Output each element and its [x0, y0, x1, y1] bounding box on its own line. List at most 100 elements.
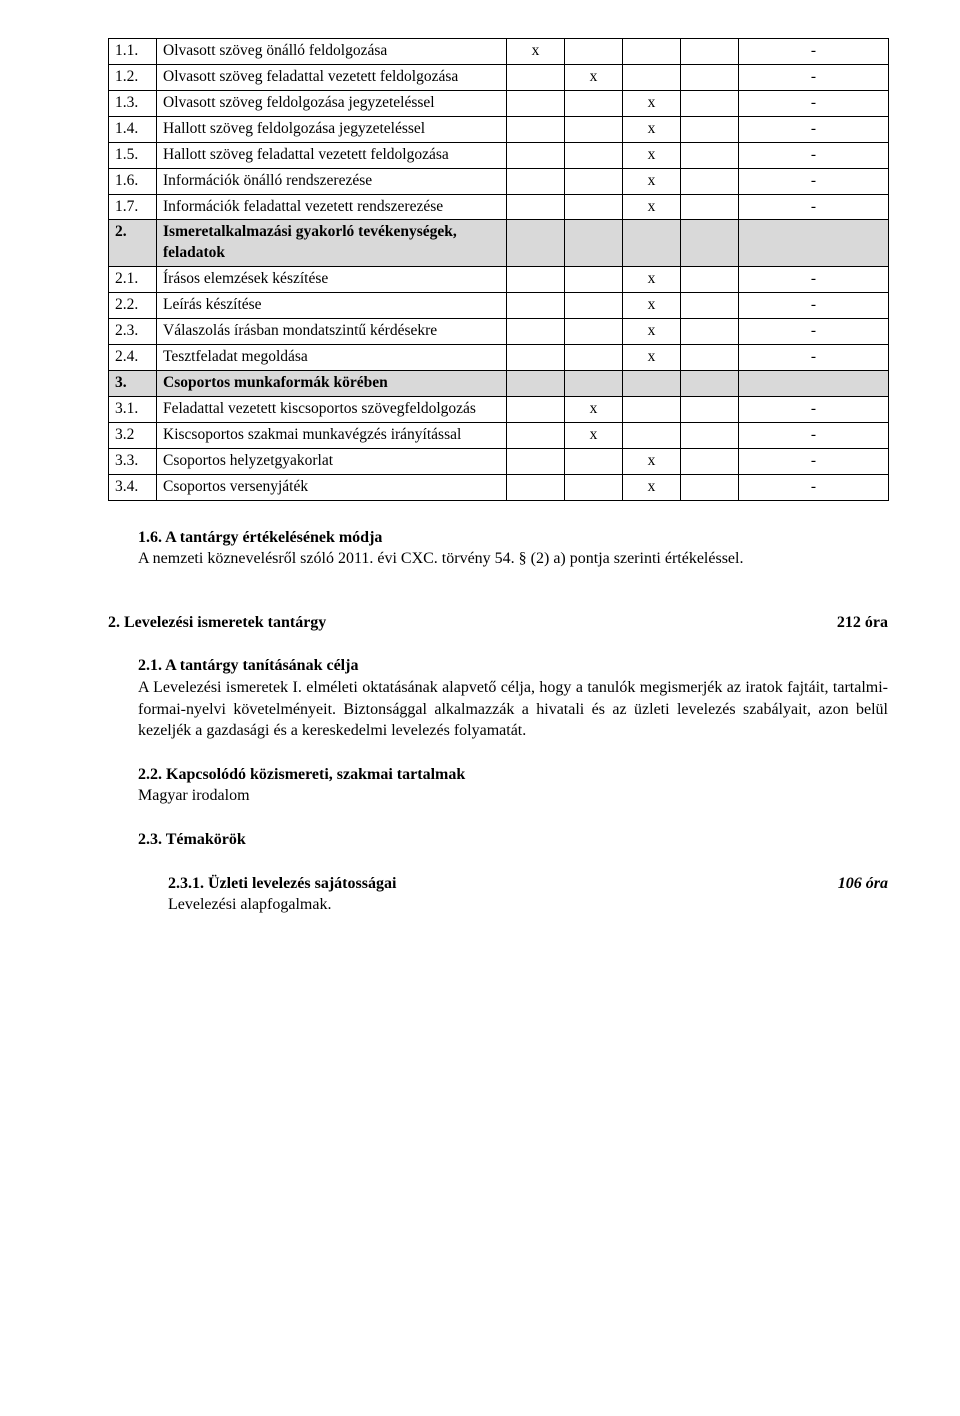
activities-table: 1.1.Olvasott szöveg önálló feldolgozásax…	[108, 38, 889, 501]
section-2-3-1-heading: 2.3.1. Üzleti levelezés sajátosságai	[168, 873, 396, 895]
row-col-1	[507, 345, 565, 371]
row-description: Információk feladattal vezetett rendszer…	[157, 194, 507, 220]
row-col-5: -	[739, 319, 889, 345]
section-2-3-1-body: Levelezési alapfogalmak.	[168, 894, 888, 916]
row-number: 3.2	[109, 422, 157, 448]
row-col-4	[681, 90, 739, 116]
row-col-5: -	[739, 422, 889, 448]
row-number: 2.	[109, 220, 157, 267]
table-row: 1.1.Olvasott szöveg önálló feldolgozásax…	[109, 39, 889, 65]
table-row: 3.2Kiscsoportos szakmai munkavégzés irán…	[109, 422, 889, 448]
table-row: 1.4.Hallott szöveg feldolgozása jegyzete…	[109, 116, 889, 142]
row-col-4	[681, 319, 739, 345]
row-number: 2.3.	[109, 319, 157, 345]
section-1-6-body: A nemzeti köznevelésről szóló 2011. évi …	[138, 548, 888, 570]
row-col-2: x	[565, 422, 623, 448]
table-row: 2.4.Tesztfeladat megoldásax-	[109, 345, 889, 371]
row-col-4	[681, 370, 739, 396]
row-col-4	[681, 142, 739, 168]
row-col-5: -	[739, 194, 889, 220]
table-row: 3.1.Feladattal vezetett kiscsoportos szö…	[109, 396, 889, 422]
row-col-3: x	[623, 90, 681, 116]
row-col-3	[623, 220, 681, 267]
row-number: 1.6.	[109, 168, 157, 194]
row-number: 2.4.	[109, 345, 157, 371]
row-col-5	[739, 220, 889, 267]
row-col-5: -	[739, 142, 889, 168]
row-col-4	[681, 220, 739, 267]
row-col-2	[565, 293, 623, 319]
row-col-2	[565, 267, 623, 293]
table-row: 1.2.Olvasott szöveg feladattal vezetett …	[109, 64, 889, 90]
row-col-1	[507, 90, 565, 116]
row-col-3	[623, 64, 681, 90]
table-row: 3.4.Csoportos versenyjátékx-	[109, 474, 889, 500]
row-number: 2.2.	[109, 293, 157, 319]
row-description: Feladattal vezetett kiscsoportos szövegf…	[157, 396, 507, 422]
row-col-2	[565, 345, 623, 371]
row-number: 1.5.	[109, 142, 157, 168]
section-1-6-heading: 1.6. A tantárgy értékelésének módja	[138, 529, 382, 546]
row-number: 3.4.	[109, 474, 157, 500]
row-description: Hallott szöveg feladattal vezetett feldo…	[157, 142, 507, 168]
row-description: Írásos elemzések készítése	[157, 267, 507, 293]
row-number: 1.4.	[109, 116, 157, 142]
section-2-row: 2. Levelezési ismeretek tantárgy 212 óra	[108, 612, 888, 634]
row-col-2	[565, 448, 623, 474]
row-col-1: x	[507, 39, 565, 65]
row-col-3: x	[623, 142, 681, 168]
row-col-4	[681, 194, 739, 220]
row-description: Leírás készítése	[157, 293, 507, 319]
row-col-1	[507, 220, 565, 267]
document-prose: 1.6. A tantárgy értékelésének módja A ne…	[108, 527, 888, 916]
row-col-4	[681, 168, 739, 194]
row-description: Olvasott szöveg önálló feldolgozása	[157, 39, 507, 65]
row-description: Hallott szöveg feldolgozása jegyzeteléss…	[157, 116, 507, 142]
row-col-5: -	[739, 345, 889, 371]
row-number: 3.3.	[109, 448, 157, 474]
row-col-5: -	[739, 168, 889, 194]
row-col-5: -	[739, 396, 889, 422]
row-col-3: x	[623, 474, 681, 500]
row-col-3	[623, 422, 681, 448]
table-row: 2.3.Válaszolás írásban mondatszintű kérd…	[109, 319, 889, 345]
table-row: 3.Csoportos munkaformák körében	[109, 370, 889, 396]
row-col-2	[565, 370, 623, 396]
row-col-3	[623, 396, 681, 422]
row-col-4	[681, 116, 739, 142]
row-number: 3.1.	[109, 396, 157, 422]
row-col-2: x	[565, 396, 623, 422]
row-number: 1.2.	[109, 64, 157, 90]
row-col-4	[681, 474, 739, 500]
row-col-3: x	[623, 319, 681, 345]
section-2-2-body: Magyar irodalom	[138, 785, 888, 807]
section-2-3-heading: 2.3. Témakörök	[138, 831, 246, 848]
row-col-2	[565, 168, 623, 194]
row-col-1	[507, 116, 565, 142]
row-description: Kiscsoportos szakmai munkavégzés irányít…	[157, 422, 507, 448]
row-col-2	[565, 39, 623, 65]
row-col-5: -	[739, 448, 889, 474]
row-col-1	[507, 267, 565, 293]
table-row: 2.2.Leírás készítésex-	[109, 293, 889, 319]
row-col-1	[507, 396, 565, 422]
row-col-5: -	[739, 64, 889, 90]
row-col-5	[739, 370, 889, 396]
row-col-4	[681, 448, 739, 474]
row-description: Válaszolás írásban mondatszintű kérdések…	[157, 319, 507, 345]
row-col-4	[681, 422, 739, 448]
section-2-2-heading: 2.2. Kapcsolódó közismereti, szakmai tar…	[138, 766, 465, 783]
row-col-2	[565, 220, 623, 267]
row-col-4	[681, 293, 739, 319]
row-col-5: -	[739, 116, 889, 142]
row-description: Csoportos munkaformák körében	[157, 370, 507, 396]
table-row: 1.5.Hallott szöveg feladattal vezetett f…	[109, 142, 889, 168]
section-2-3-1-row: 2.3.1. Üzleti levelezés sajátosságai 106…	[168, 873, 888, 895]
row-col-3: x	[623, 293, 681, 319]
row-col-1	[507, 64, 565, 90]
row-description: Olvasott szöveg feladattal vezetett feld…	[157, 64, 507, 90]
row-col-5: -	[739, 90, 889, 116]
row-col-5: -	[739, 267, 889, 293]
row-col-1	[507, 474, 565, 500]
row-col-4	[681, 39, 739, 65]
